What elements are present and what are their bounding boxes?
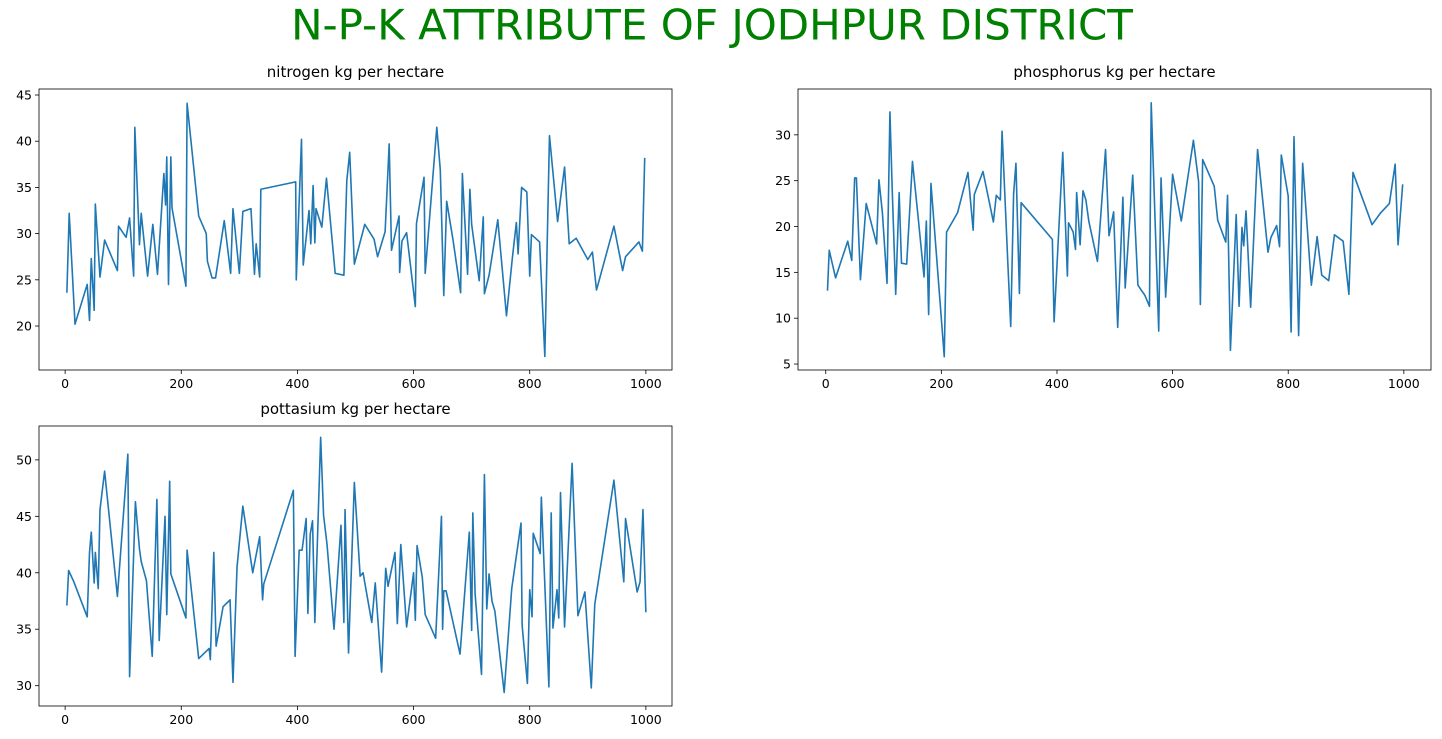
x-tick-label: 200 — [169, 376, 193, 391]
x-tick-label: 1000 — [630, 712, 662, 727]
x-tick-label: 400 — [285, 376, 309, 391]
y-tick-label: 10 — [775, 311, 791, 326]
data-line — [826, 101, 1404, 358]
y-tick-label: 15 — [775, 265, 791, 280]
x-tick-label: 0 — [61, 376, 69, 391]
x-tick-label: 200 — [169, 712, 193, 727]
axes-frame — [38, 88, 673, 371]
x-tick-label: 1000 — [1388, 376, 1420, 391]
subplot-title: nitrogen kg per hectare — [267, 63, 444, 81]
x-tick-label: 400 — [285, 712, 309, 727]
x-tick-label: 0 — [822, 376, 830, 391]
axes-frame — [797, 88, 1432, 371]
x-tick-label: 800 — [518, 712, 542, 727]
axes-frame — [38, 425, 673, 707]
y-tick-label: 30 — [16, 226, 32, 241]
x-tick-label: 800 — [518, 376, 542, 391]
x-tick-label: 400 — [1045, 376, 1069, 391]
figure-title: N-P-K ATTRIBUTE OF JODHPUR DISTRICT — [291, 1, 1133, 50]
x-tick-label: 800 — [1276, 376, 1300, 391]
x-tick-label: 600 — [1161, 376, 1185, 391]
y-tick-label: 45 — [16, 88, 32, 103]
y-tick-label: 35 — [16, 622, 32, 637]
y-tick-label: 35 — [16, 180, 32, 195]
y-tick-label: 30 — [16, 678, 32, 693]
x-tick-label: 600 — [402, 712, 426, 727]
data-line — [66, 102, 646, 358]
y-tick-label: 20 — [16, 319, 32, 334]
x-tick-label: 200 — [929, 376, 953, 391]
y-tick-label: 50 — [16, 452, 32, 467]
y-tick-label: 30 — [775, 127, 791, 142]
subplot-title: phosphorus kg per hectare — [1013, 63, 1215, 81]
y-tick-label: 25 — [16, 272, 32, 287]
x-tick-label: 1000 — [630, 376, 662, 391]
y-tick-label: 40 — [16, 134, 32, 149]
x-tick-label: 0 — [61, 712, 69, 727]
y-tick-label: 5 — [783, 357, 791, 372]
y-tick-label: 40 — [16, 565, 32, 580]
y-tick-label: 45 — [16, 509, 32, 524]
y-tick-label: 25 — [775, 173, 791, 188]
x-tick-label: 600 — [402, 376, 426, 391]
subplot-title: pottasium kg per hectare — [260, 400, 450, 418]
y-tick-label: 20 — [775, 219, 791, 234]
data-line — [66, 436, 647, 694]
